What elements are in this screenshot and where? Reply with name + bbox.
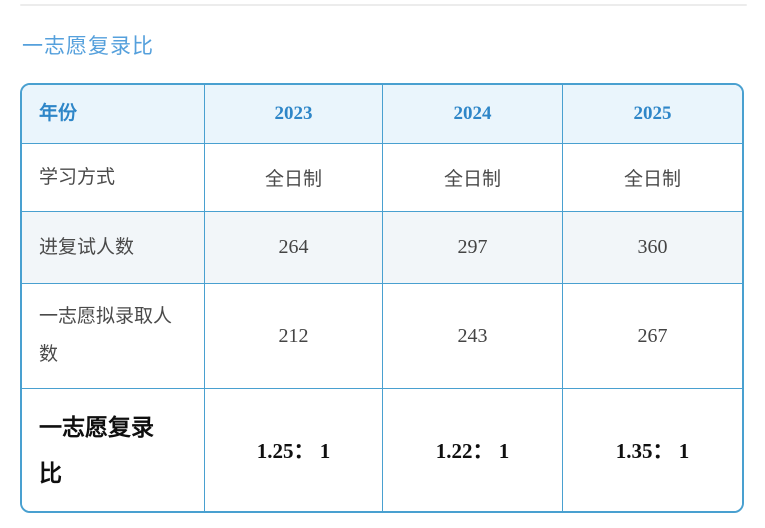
header-cell-2025: 2025 [562, 85, 742, 143]
table-header-row: 年份 2023 2024 2025 [22, 85, 742, 143]
top-divider [20, 4, 747, 6]
cell-proposed-admissions-2023: 212 [204, 284, 382, 388]
header-cell-2024: 2024 [382, 85, 562, 143]
cell-study-mode-2023: 全日制 [204, 144, 382, 211]
table-row-retest-count: 进复试人数 264 297 360 [22, 211, 742, 283]
table-row-admission-ratio: 一志愿复录比 1.25： 1 1.22： 1 1.35： 1 [22, 388, 742, 511]
row-label-study-mode: 学习方式 [39, 166, 116, 188]
cell-retest-count-2025: 360 [562, 212, 742, 283]
cell-study-mode-2025: 全日制 [562, 144, 742, 211]
header-cell-2023: 2023 [204, 85, 382, 143]
cell-retest-count-2024: 297 [382, 212, 562, 283]
cell-study-mode-2024: 全日制 [382, 144, 562, 211]
row-label-admission-ratio: 一志愿复录比 [22, 389, 204, 511]
row-label-retest-count: 进复试人数 [39, 236, 135, 258]
cell-proposed-admissions-2025: 267 [562, 284, 742, 388]
cell-retest-count-2023: 264 [204, 212, 382, 283]
row-label-admission-ratio-text: 一志愿复录比 [39, 414, 154, 486]
table-row-study-mode: 学习方式 全日制 全日制 全日制 [22, 143, 742, 211]
cell-admission-ratio-2025: 1.35： 1 [562, 389, 742, 511]
row-label-proposed-admissions: 一志愿拟录取人数 [39, 306, 173, 365]
cell-admission-ratio-2023: 1.25： 1 [204, 389, 382, 511]
cell-admission-ratio-2024: 1.22： 1 [382, 389, 562, 511]
table-row-proposed-admissions: 一志愿拟录取人数 212 243 267 [22, 283, 742, 388]
page-title: 一志愿复录比 [22, 35, 154, 58]
cell-proposed-admissions-2024: 243 [382, 284, 562, 388]
header-cell-year-label: 年份 [39, 103, 78, 124]
admission-ratio-table: 年份 2023 2024 2025 学习方式 全日制 全日制 全日制 进复试人数… [20, 83, 744, 513]
